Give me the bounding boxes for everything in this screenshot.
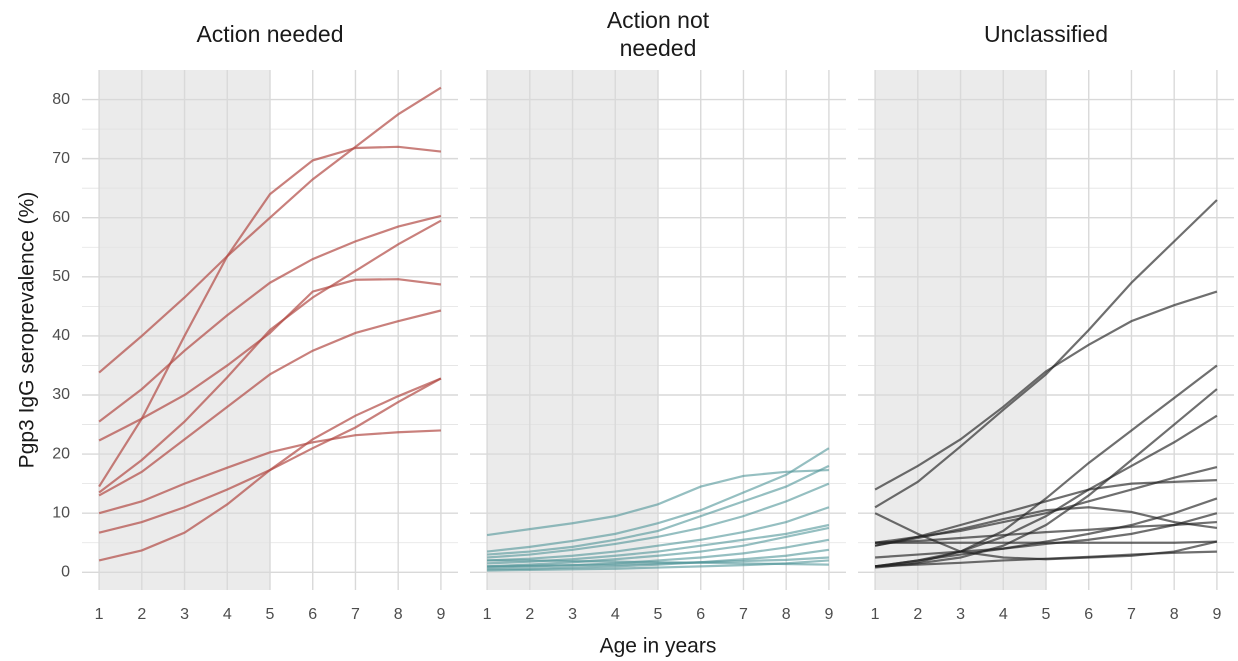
line — [487, 559, 829, 566]
y-tick-label: 70 — [52, 150, 70, 167]
x-tick-label: 3 — [956, 606, 965, 623]
x-tick-label: 7 — [739, 606, 748, 623]
y-tick-label: 0 — [61, 563, 70, 580]
line — [487, 464, 830, 556]
line — [875, 550, 1217, 568]
panel-title: Action not needed — [606, 7, 710, 61]
line — [98, 377, 442, 562]
x-tick-label: 9 — [824, 606, 833, 623]
x-tick-label: 3 — [180, 606, 189, 623]
x-tick-label: 4 — [223, 606, 232, 623]
x-tick-label: 6 — [696, 606, 705, 623]
line — [875, 540, 1217, 544]
line — [486, 468, 829, 537]
line — [486, 447, 830, 553]
x-tick-label: 8 — [394, 606, 403, 623]
x-tick-label: 5 — [654, 606, 663, 623]
y-tick-label: 50 — [52, 268, 70, 285]
y-tick-label: 30 — [52, 386, 70, 403]
x-tick-label: 7 — [351, 606, 360, 623]
x-tick-label: 6 — [1084, 606, 1093, 623]
x-tick-label: 8 — [1170, 606, 1179, 623]
line — [98, 86, 442, 374]
x-tick-label: 6 — [308, 606, 317, 623]
line — [874, 199, 1218, 509]
line — [98, 429, 441, 515]
x-tick-label: 9 — [1212, 606, 1221, 623]
y-tick-label: 60 — [52, 209, 70, 226]
line — [874, 497, 1218, 568]
x-axis-title: Age in years — [600, 635, 717, 658]
line — [874, 388, 1218, 569]
y-tick-label: 40 — [52, 327, 70, 344]
x-tick-label: 9 — [436, 606, 445, 623]
line — [98, 145, 442, 488]
x-tick-label: 1 — [95, 606, 104, 623]
y-tick-label: 80 — [52, 91, 70, 108]
x-tick-label: 2 — [137, 606, 146, 623]
x-tick-label: 4 — [611, 606, 620, 623]
x-tick-label: 1 — [871, 606, 880, 623]
line — [98, 219, 442, 494]
line — [98, 278, 442, 442]
y-tick-label: 10 — [52, 504, 70, 521]
line — [98, 309, 442, 497]
x-tick-label: 5 — [1042, 606, 1051, 623]
x-tick-label: 5 — [266, 606, 275, 623]
line — [487, 482, 830, 559]
x-tick-label: 4 — [999, 606, 1008, 623]
x-tick-label: 7 — [1127, 606, 1136, 623]
line — [875, 512, 1218, 559]
x-tick-label: 3 — [568, 606, 577, 623]
y-axis-title: Pgp3 IgG seroprevalence (%) — [16, 192, 39, 469]
line — [487, 556, 829, 568]
x-tick-label: 2 — [525, 606, 534, 623]
line — [487, 526, 830, 568]
panel-title: Unclassified — [984, 21, 1108, 47]
y-tick-label: 20 — [52, 445, 70, 462]
panel-title: Action needed — [196, 21, 344, 47]
x-tick-label: 1 — [483, 606, 492, 623]
line — [874, 290, 1218, 491]
line — [874, 506, 1218, 547]
line — [875, 520, 1217, 544]
x-tick-label: 2 — [913, 606, 922, 623]
x-tick-label: 8 — [782, 606, 791, 623]
line — [98, 214, 442, 423]
line — [487, 506, 830, 562]
line — [487, 548, 830, 571]
